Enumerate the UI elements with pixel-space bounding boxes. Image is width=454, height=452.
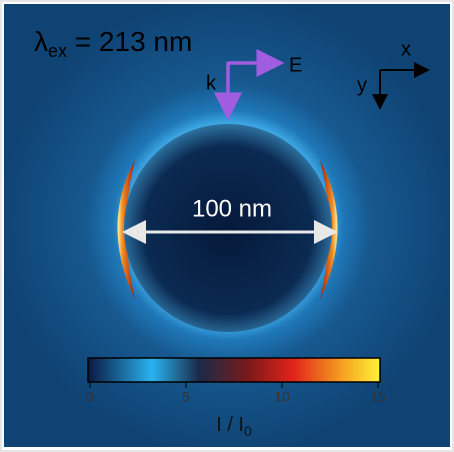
symbol: λ	[34, 26, 48, 57]
e-label: E	[289, 54, 302, 76]
x-axis-label: x	[401, 38, 411, 60]
colorbar	[87, 357, 381, 383]
y-axis-label: y	[357, 74, 367, 96]
colorbar-label: I / I0	[216, 414, 252, 438]
tick-label: 5	[182, 389, 190, 405]
subscript: ex	[48, 41, 67, 61]
particle	[124, 124, 332, 332]
colorbar-ticks: 0 5 10 15	[86, 382, 386, 405]
value: = 213 nm	[67, 26, 192, 57]
k-label: k	[206, 72, 217, 94]
label-sub: 0	[244, 423, 252, 439]
tick-label: 15	[370, 389, 386, 405]
tick-label: 10	[274, 389, 290, 405]
label-main: I / I	[216, 414, 244, 436]
tick-label: 0	[86, 389, 94, 405]
wavelength-label: λex = 213 nm	[34, 26, 192, 60]
scale-label: 100 nm	[192, 195, 272, 222]
